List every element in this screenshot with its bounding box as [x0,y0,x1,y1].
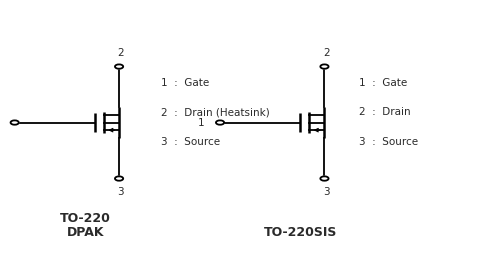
Circle shape [320,64,328,69]
Text: 1  :  Gate: 1 : Gate [359,78,407,87]
Text: 1: 1 [198,118,204,127]
Text: 2  :  Drain (Heatsink): 2 : Drain (Heatsink) [161,107,269,117]
Text: 2: 2 [322,49,329,59]
Text: 3: 3 [322,187,329,197]
Circle shape [11,120,19,125]
Circle shape [115,176,123,181]
Text: 1  :  Gate: 1 : Gate [161,78,209,87]
Text: TO-220: TO-220 [60,212,111,224]
Text: DPAK: DPAK [67,226,104,239]
Circle shape [216,120,224,125]
Circle shape [320,176,328,181]
Text: TO-220SIS: TO-220SIS [264,226,337,239]
Text: 2: 2 [117,49,124,59]
Text: 3: 3 [117,187,124,197]
Text: 3  :  Source: 3 : Source [161,137,220,147]
Text: 2  :  Drain: 2 : Drain [359,107,410,117]
Text: 3  :  Source: 3 : Source [359,137,418,147]
Circle shape [115,64,123,69]
